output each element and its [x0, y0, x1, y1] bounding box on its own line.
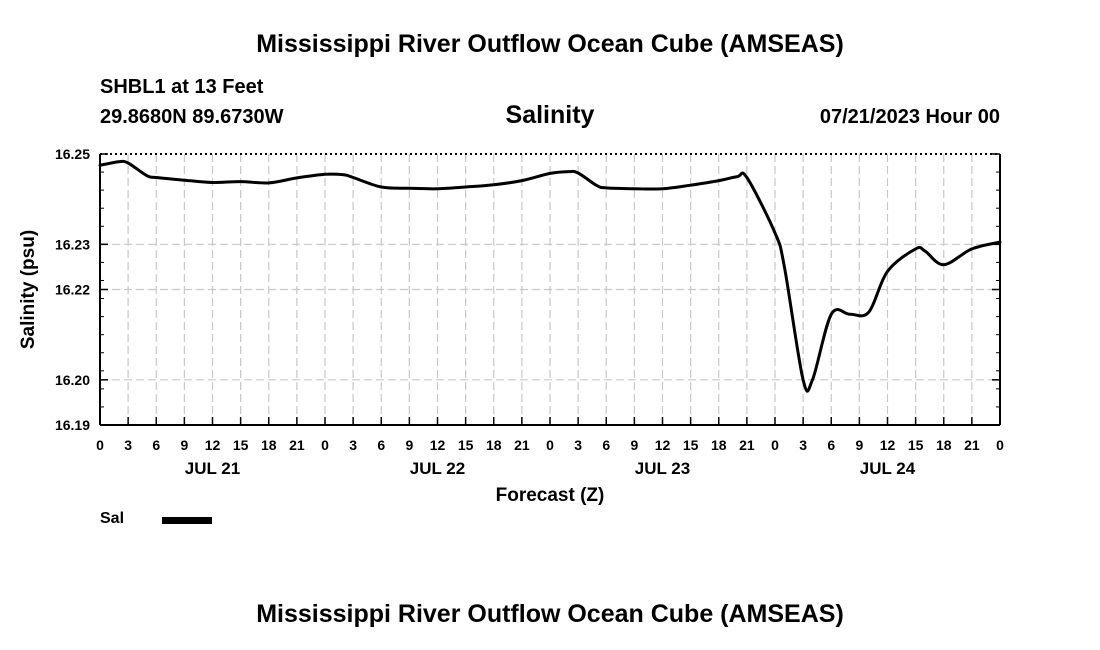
x-tick-label: 0 — [771, 437, 779, 453]
x-tick-label: 0 — [321, 437, 329, 453]
x-tick-label: 6 — [602, 437, 610, 453]
x-tick-label: 12 — [205, 437, 221, 453]
forecast-datetime: 07/21/2023 Hour 00 — [819, 106, 1000, 128]
x-tick-label: 15 — [908, 437, 924, 453]
x-tick-label: 6 — [152, 437, 160, 453]
legend-label: Sal — [100, 510, 125, 527]
x-tick-label: 0 — [996, 437, 1004, 453]
x-tick-label: 21 — [739, 437, 755, 453]
x-tick-label: 3 — [574, 437, 582, 453]
station-label: SHBL1 at 13 Feet — [100, 76, 264, 98]
x-tick-label: 15 — [683, 437, 699, 453]
x-tick-label: 6 — [827, 437, 835, 453]
x-tick-label: 0 — [96, 437, 104, 453]
x-tick-label: 0 — [546, 437, 554, 453]
x-tick-label: 12 — [430, 437, 446, 453]
footer-title: Mississippi River Outflow Ocean Cube (AM… — [256, 600, 844, 628]
y-tick-label: 16.19 — [55, 417, 90, 433]
x-tick-label: 6 — [377, 437, 385, 453]
variable-title: Salinity — [505, 101, 595, 129]
x-tick-label: 18 — [711, 437, 727, 453]
station-coordinates: 29.8680N 89.6730W — [100, 106, 284, 128]
x-day-label: JUL 24 — [860, 459, 916, 478]
y-tick-label: 16.20 — [55, 372, 90, 388]
x-tick-label: 21 — [964, 437, 980, 453]
x-tick-label: 12 — [880, 437, 896, 453]
x-tick-label: 15 — [233, 437, 249, 453]
x-day-label: JUL 22 — [410, 459, 465, 478]
salinity-series-line — [98, 159, 1002, 393]
x-tick-label: 3 — [124, 437, 132, 453]
y-tick-label: 16.23 — [55, 236, 90, 252]
x-axis-title: Forecast (Z) — [496, 485, 605, 506]
x-tick-label: 12 — [655, 437, 671, 453]
chart-title: Mississippi River Outflow Ocean Cube (AM… — [256, 30, 844, 58]
x-tick-label: 9 — [855, 437, 863, 453]
y-tick-label: 16.22 — [55, 282, 90, 298]
x-tick-label: 15 — [458, 437, 474, 453]
x-tick-label: 3 — [349, 437, 357, 453]
x-tick-label: 18 — [486, 437, 502, 453]
x-tick-label: 21 — [514, 437, 530, 453]
x-tick-label: 9 — [630, 437, 638, 453]
x-tick-label: 3 — [799, 437, 807, 453]
x-tick-label: 9 — [180, 437, 188, 453]
legend-line-swatch — [162, 517, 212, 524]
x-tick-label: 18 — [261, 437, 277, 453]
y-axis-title: Salinity (psu) — [18, 230, 39, 349]
x-tick-label: 18 — [936, 437, 952, 453]
x-day-label: JUL 21 — [185, 459, 240, 478]
x-day-label: JUL 23 — [635, 459, 690, 478]
x-tick-label: 21 — [289, 437, 305, 453]
y-tick-label: 16.25 — [55, 146, 90, 162]
x-tick-label: 9 — [405, 437, 413, 453]
